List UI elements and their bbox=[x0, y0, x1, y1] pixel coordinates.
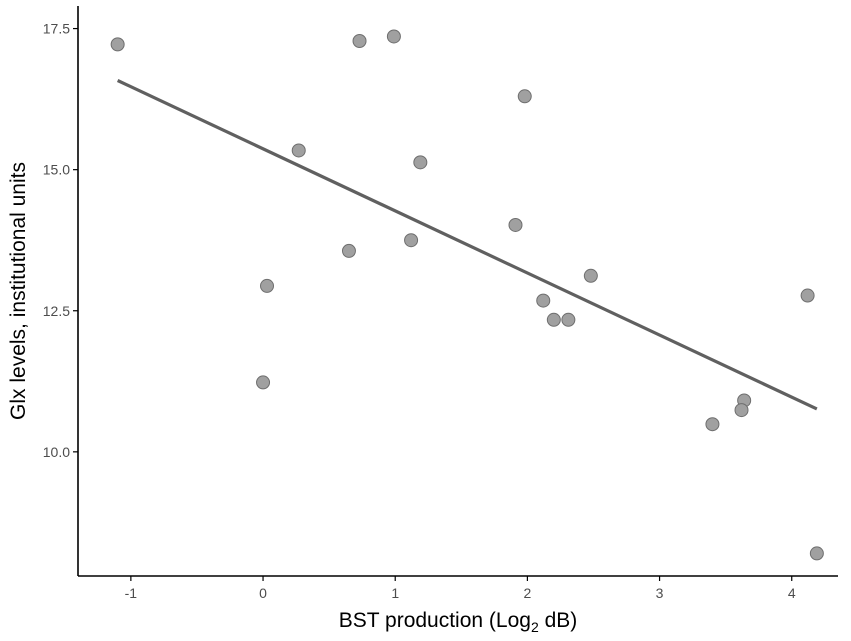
data-point bbox=[260, 278, 275, 293]
x-tick-label: -1 bbox=[125, 585, 138, 601]
data-point bbox=[352, 33, 367, 48]
data-point bbox=[809, 546, 824, 561]
data-point bbox=[583, 268, 598, 283]
data-point bbox=[341, 243, 356, 258]
data-point bbox=[413, 155, 428, 170]
y-axis-ticks: 10.0 12.5 15.0 17.5 bbox=[43, 21, 78, 460]
data-point bbox=[110, 37, 125, 52]
x-tick-label: 0 bbox=[259, 585, 267, 601]
data-point bbox=[561, 312, 576, 327]
x-tick-label: 4 bbox=[788, 585, 796, 601]
data-point bbox=[734, 403, 749, 418]
data-points bbox=[110, 29, 824, 561]
y-tick-label: 10.0 bbox=[43, 444, 70, 460]
data-point bbox=[404, 233, 419, 248]
x-axis-ticks: -1 0 1 2 3 4 bbox=[125, 576, 796, 601]
y-tick-label: 12.5 bbox=[43, 303, 70, 319]
data-point bbox=[508, 217, 523, 232]
data-point bbox=[517, 89, 532, 104]
data-point bbox=[386, 29, 401, 44]
x-tick-label: 1 bbox=[391, 585, 399, 601]
y-axis-title: Glx levels, institutional units bbox=[7, 162, 30, 420]
data-point bbox=[291, 143, 306, 158]
x-axis-title: BST production (Log2 dB) bbox=[339, 609, 578, 635]
x-tick-label: 2 bbox=[523, 585, 531, 601]
data-point bbox=[546, 312, 561, 327]
data-point bbox=[536, 293, 551, 308]
y-tick-label: 17.5 bbox=[43, 21, 70, 37]
y-tick-label: 15.0 bbox=[43, 162, 70, 178]
data-point bbox=[705, 417, 720, 432]
x-tick-label: 3 bbox=[656, 585, 664, 601]
regression-line bbox=[116, 79, 818, 411]
data-point bbox=[256, 375, 271, 390]
data-point bbox=[800, 288, 815, 303]
